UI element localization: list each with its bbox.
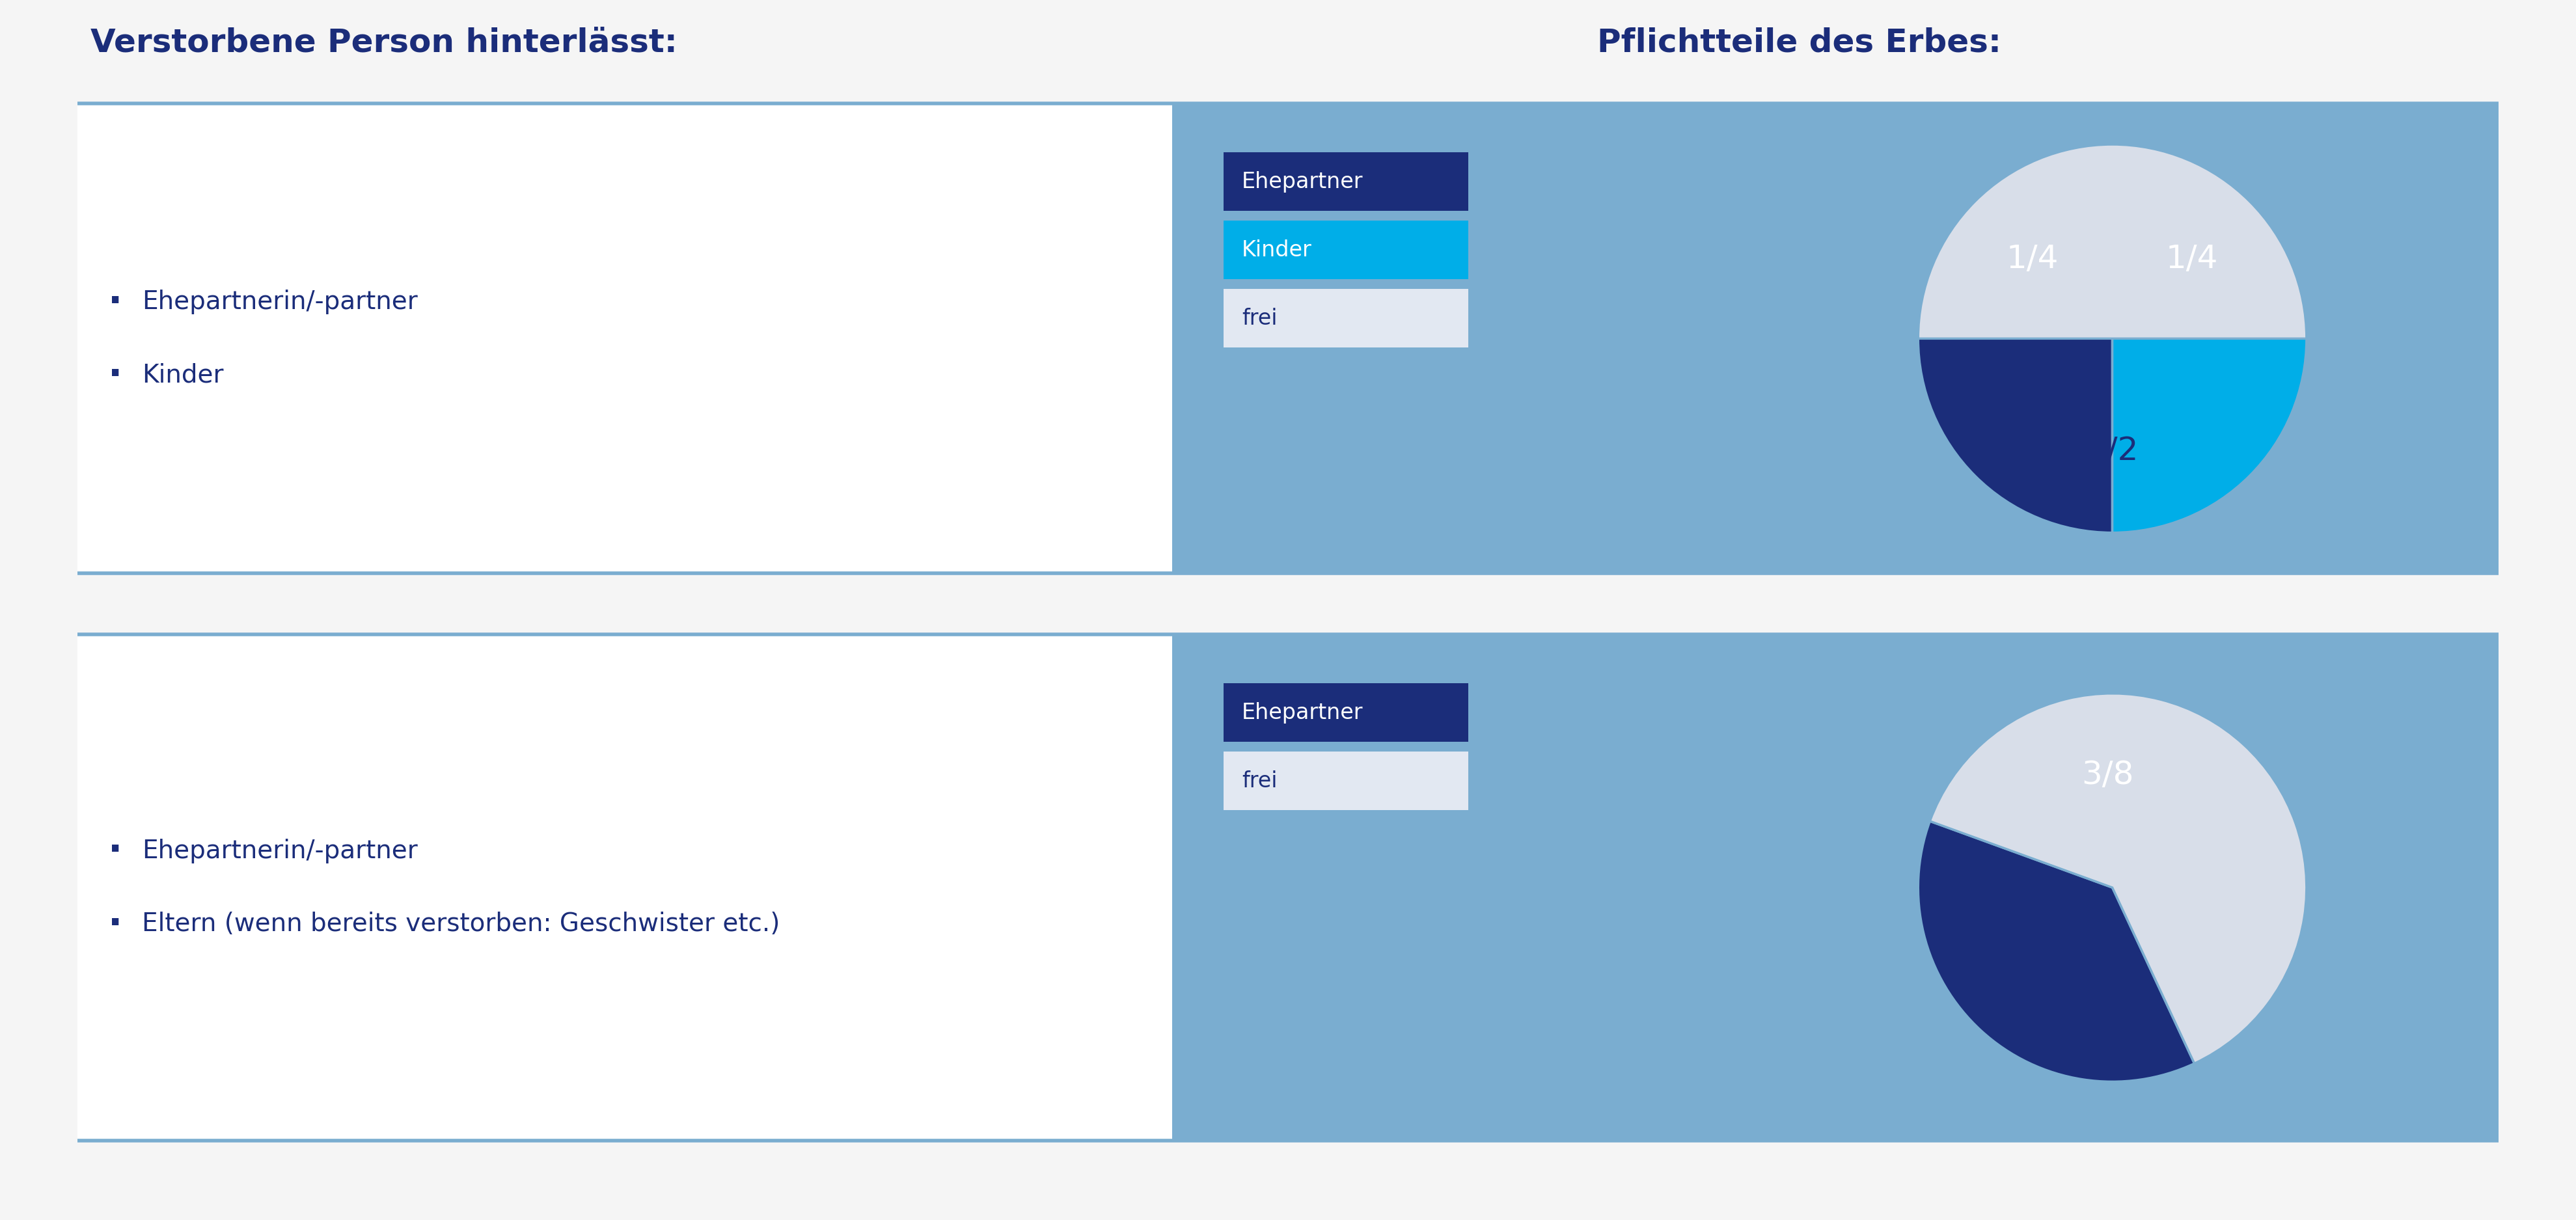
FancyBboxPatch shape — [77, 104, 2499, 573]
Wedge shape — [1919, 339, 2112, 533]
Text: frei: frei — [1242, 770, 1278, 792]
Text: Pflichtteile des Erbes:: Pflichtteile des Erbes: — [1597, 27, 2002, 59]
Wedge shape — [1919, 821, 2195, 1082]
Text: ·: · — [108, 283, 124, 321]
Text: 1/4: 1/4 — [2007, 243, 2058, 274]
Text: ·: · — [108, 832, 124, 870]
Text: 3/8: 3/8 — [2081, 760, 2133, 791]
Text: ·: · — [108, 905, 124, 943]
Text: Ehepartnerin/-partner: Ehepartnerin/-partner — [142, 289, 417, 315]
Text: 1/2: 1/2 — [2087, 436, 2138, 467]
FancyBboxPatch shape — [1172, 104, 2499, 573]
Text: Ehepartner: Ehepartner — [1242, 702, 1363, 723]
Text: 5/8: 5/8 — [2092, 985, 2143, 1015]
Wedge shape — [1919, 144, 2306, 339]
FancyBboxPatch shape — [1172, 634, 2499, 1141]
Text: Ehepartner: Ehepartner — [1242, 171, 1363, 193]
Wedge shape — [1929, 693, 2306, 1064]
FancyBboxPatch shape — [2239, 361, 2269, 388]
Text: frei: frei — [1242, 307, 1278, 329]
Text: 1/4: 1/4 — [2166, 243, 2218, 274]
Text: ·: · — [108, 356, 124, 394]
Wedge shape — [2112, 338, 2306, 533]
Text: Kinder: Kinder — [142, 362, 224, 388]
FancyBboxPatch shape — [1224, 152, 1468, 211]
FancyBboxPatch shape — [1224, 683, 1468, 742]
Text: Verstorbene Person hinterlässt:: Verstorbene Person hinterlässt: — [90, 27, 677, 59]
FancyBboxPatch shape — [1224, 289, 1468, 348]
Text: Ehepartnerin/-partner: Ehepartnerin/-partner — [142, 838, 417, 864]
Text: Kinder: Kinder — [1242, 239, 1311, 261]
FancyBboxPatch shape — [1224, 752, 1468, 810]
FancyBboxPatch shape — [1224, 221, 1468, 279]
Text: Eltern (wenn bereits verstorben: Geschwister etc.): Eltern (wenn bereits verstorben: Geschwi… — [142, 911, 781, 937]
FancyBboxPatch shape — [77, 634, 2499, 1141]
